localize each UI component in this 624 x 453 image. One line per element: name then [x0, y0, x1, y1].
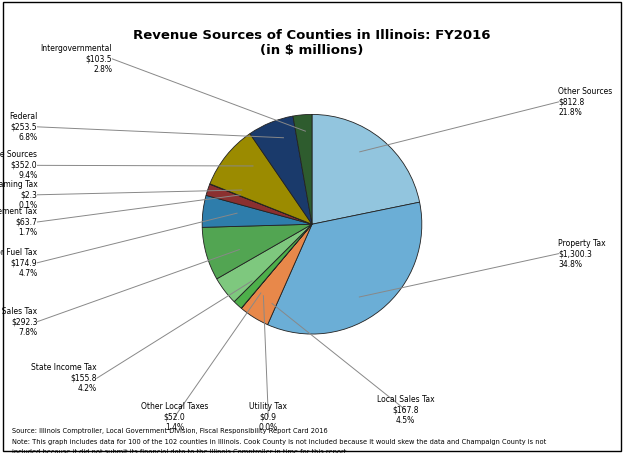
Text: Other Sources
$812.8
21.8%: Other Sources $812.8 21.8% [558, 87, 613, 117]
Wedge shape [206, 184, 312, 224]
Text: Other Local Taxes
$52.0
1.4%: Other Local Taxes $52.0 1.4% [141, 402, 208, 432]
Wedge shape [202, 195, 312, 227]
Text: Revenue Sources of Counties in Illinois: FY2016
(in $ millions): Revenue Sources of Counties in Illinois:… [134, 29, 490, 58]
Text: Federal
$253.5
6.8%: Federal $253.5 6.8% [9, 112, 37, 142]
Wedge shape [241, 224, 312, 308]
Text: Utility Tax
$0.9
0.0%: Utility Tax $0.9 0.0% [250, 402, 287, 432]
Text: Local Sales Tax
$167.8
4.5%: Local Sales Tax $167.8 4.5% [377, 395, 434, 425]
Text: Source: Illinois Comptroller, Local Government Division, Fiscal Responsibility R: Source: Illinois Comptroller, Local Gove… [12, 428, 328, 434]
Wedge shape [250, 116, 312, 224]
Text: State Sales Tax
$292.3
7.8%: State Sales Tax $292.3 7.8% [0, 307, 37, 337]
Text: Note: This graph includes data for 100 of the 102 counties in Illinois. Cook Cou: Note: This graph includes data for 100 o… [12, 439, 547, 445]
Wedge shape [293, 115, 312, 224]
Wedge shape [210, 184, 312, 224]
Text: State Income Tax
$155.8
4.2%: State Income Tax $155.8 4.2% [31, 363, 97, 393]
Text: State Gaming Tax
$2.3
0.1%: State Gaming Tax $2.3 0.1% [0, 180, 37, 210]
Text: included because it did not submit its financial data to the Illinois Comptrolle: included because it did not submit its f… [12, 449, 349, 453]
Wedge shape [217, 224, 312, 302]
Text: State Motor Fuel Tax
$174.9
4.7%: State Motor Fuel Tax $174.9 4.7% [0, 248, 37, 278]
Wedge shape [210, 134, 312, 224]
Wedge shape [202, 224, 312, 279]
Wedge shape [234, 224, 312, 308]
Wedge shape [312, 115, 419, 224]
Text: State Replacement Tax
$63.7
1.7%: State Replacement Tax $63.7 1.7% [0, 207, 37, 237]
Text: Other State Sources
$352.0
9.4%: Other State Sources $352.0 9.4% [0, 150, 37, 180]
Text: Property Tax
$1,300.3
34.8%: Property Tax $1,300.3 34.8% [558, 239, 606, 269]
Wedge shape [268, 202, 422, 334]
Text: Intergovernmental
$103.5
2.8%: Intergovernmental $103.5 2.8% [41, 44, 112, 74]
Wedge shape [241, 224, 312, 325]
